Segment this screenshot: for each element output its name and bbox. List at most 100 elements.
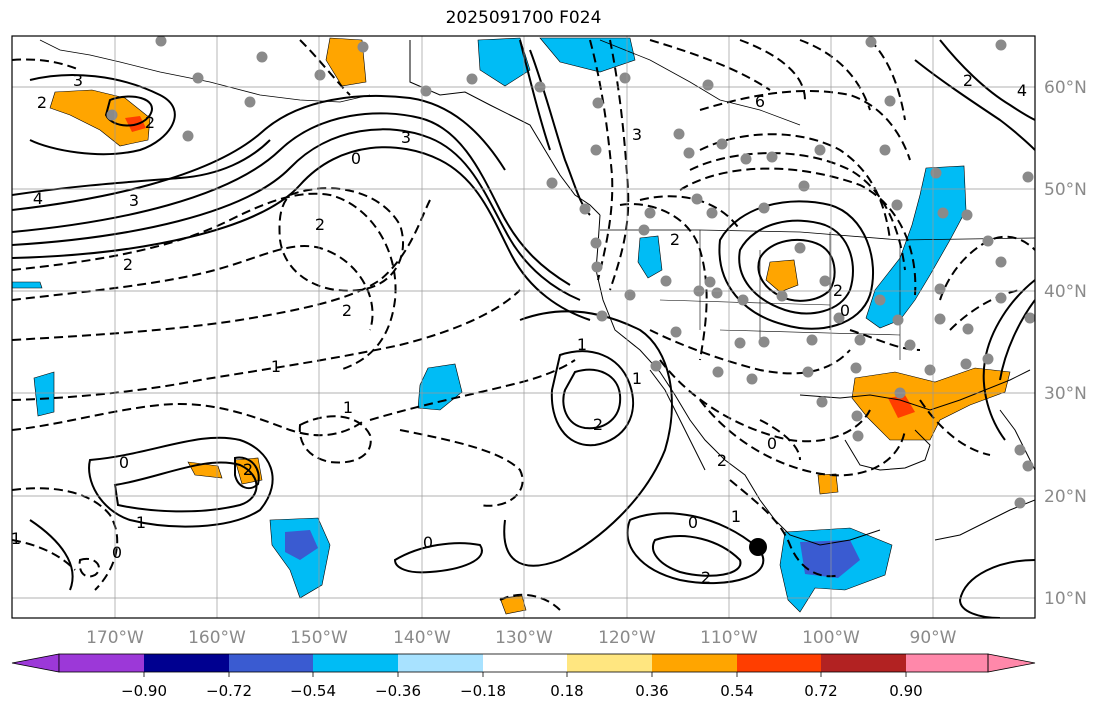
- lat-label-30n: 30°N: [1044, 384, 1087, 404]
- contour-label: 2: [701, 568, 711, 587]
- positive-anomaly-patch: [817, 473, 839, 495]
- negative-anomaly-patch: [477, 37, 531, 87]
- contour-label: 2: [963, 71, 973, 90]
- lat-label-10n: 10°N: [1044, 589, 1087, 609]
- contour-label: 0: [423, 533, 433, 552]
- lon-label-120w: 120°W: [598, 628, 656, 648]
- contour-label: 1: [632, 369, 642, 388]
- positive-anomaly-patch: [851, 367, 1011, 441]
- contour-label: 3: [129, 191, 139, 210]
- negative-anomaly-patch: [417, 363, 463, 411]
- contour-label: 3: [632, 125, 642, 144]
- colorbar-tick-label: −0.54: [290, 682, 336, 700]
- contour-label: 1: [731, 507, 741, 526]
- contour-label: 0: [840, 301, 850, 320]
- contour-label: 2: [833, 281, 843, 300]
- lon-label-170w: 170°W: [86, 628, 144, 648]
- colorbar-tick-label: −0.36: [375, 682, 421, 700]
- colorbar-max-extend: [987, 653, 1036, 673]
- contour-label: 4: [1017, 81, 1027, 100]
- latitude-labels: 60°N 50°N 40°N 30°N 20°N 10°N: [1044, 78, 1087, 609]
- colorbar-segment: [906, 654, 988, 672]
- negative-anomaly-patch: [12, 281, 43, 289]
- contour-label: 1: [577, 335, 587, 354]
- colorbar-tick-label: −0.90: [121, 682, 167, 700]
- colorbar-border: [58, 653, 989, 673]
- lon-label-140w: 140°W: [393, 628, 451, 648]
- colorbar-segment: [483, 654, 567, 672]
- negative-anomaly-patch: [800, 540, 860, 578]
- colorbar-segment: [398, 654, 483, 672]
- colorbar-segment: [313, 654, 398, 672]
- contour-label: 0: [351, 149, 361, 168]
- lat-label-40n: 40°N: [1044, 282, 1087, 302]
- positive-anomaly-patch: [888, 395, 915, 418]
- contour-label: 2: [243, 460, 253, 479]
- negative-anomaly-patch: [285, 530, 318, 560]
- contour-label: 0: [119, 453, 129, 472]
- contour-label: 1: [11, 529, 21, 548]
- contour-label: 4: [33, 189, 43, 208]
- colorbar-tick-label: 0.36: [635, 682, 668, 700]
- positive-anomaly-patch: [765, 259, 799, 293]
- coastline-layer: [39, 39, 1035, 546]
- colorbar-min-extend: [11, 653, 60, 673]
- colorbar-segment: [59, 654, 144, 672]
- lon-label-150w: 150°W: [290, 628, 348, 648]
- graticule: [12, 36, 1035, 618]
- station-dot-layer: [106, 36, 1035, 509]
- colorbar-tick-label: −0.72: [206, 682, 252, 700]
- contour-label: 2: [342, 301, 352, 320]
- lat-label-60n: 60°N: [1044, 78, 1087, 98]
- colorbar-segment: [229, 654, 313, 672]
- colorbar-tick-label: −0.18: [460, 682, 506, 700]
- colorbar-tick-label: 0.54: [720, 682, 753, 700]
- negative-anomaly-patch: [637, 235, 663, 279]
- lat-label-20n: 20°N: [1044, 487, 1087, 507]
- lon-label-130w: 130°W: [495, 628, 553, 648]
- colorbar-segment: [567, 654, 652, 672]
- map-border: [11, 35, 1036, 619]
- contour-label: 1: [271, 357, 281, 376]
- colorbar-segment: [737, 654, 821, 672]
- anomaly-fill-layer: [12, 37, 1011, 615]
- negative-anomaly-patch: [33, 371, 55, 417]
- contour-label: 0: [112, 543, 122, 562]
- contour-label: 2: [717, 451, 727, 470]
- positive-anomaly-patch: [49, 89, 151, 147]
- lon-label-110w: 110°W: [700, 628, 758, 648]
- contour-label: 2: [123, 255, 133, 274]
- lon-label-90w: 90°W: [910, 628, 957, 648]
- contour-label: 0: [767, 434, 777, 453]
- contour-label: 6: [755, 92, 765, 111]
- storm-center-marker: [749, 538, 767, 556]
- contour-label: 1: [136, 513, 146, 532]
- positive-anomaly-patch: [325, 37, 367, 87]
- negative-contour-layer: [12, 39, 1035, 611]
- colorbar-segment: [652, 654, 737, 672]
- contour-label: 2: [593, 415, 603, 434]
- contour-label: 1: [343, 398, 353, 417]
- colorbar-tick-label: 0.90: [889, 682, 922, 700]
- chart-title: 2025091700 F024: [445, 8, 602, 28]
- lon-label-100w: 100°W: [802, 628, 860, 648]
- longitude-labels: 170°W 160°W 150°W 140°W 130°W 120°W 110°…: [86, 628, 957, 648]
- colorbar-segment: [821, 654, 906, 672]
- contour-label: 2: [315, 215, 325, 234]
- contour-label: 0: [688, 513, 698, 532]
- contour-label: 3: [73, 71, 83, 90]
- colorbar-segment: [144, 654, 229, 672]
- lon-label-160w: 160°W: [188, 628, 246, 648]
- contour-label: 2: [145, 113, 155, 132]
- contour-label: 2: [670, 230, 680, 249]
- contour-label: 3: [401, 128, 411, 147]
- colorbar: −0.90 −0.72 −0.54 −0.36 −0.18 0.18 0.36 …: [11, 653, 1036, 700]
- contour-label: 2: [37, 93, 47, 112]
- positive-anomaly-patch: [499, 595, 527, 615]
- contour-label-layer: 3 2 4 3 2 0 3 2 2 1 1 0 2 1 0 1 1 2 0 2 …: [11, 71, 1027, 587]
- colorbar-tick-label: 0.18: [550, 682, 583, 700]
- colorbar-tick-label: 0.72: [804, 682, 837, 700]
- lat-label-50n: 50°N: [1044, 180, 1087, 200]
- contour-layer: [12, 39, 1035, 618]
